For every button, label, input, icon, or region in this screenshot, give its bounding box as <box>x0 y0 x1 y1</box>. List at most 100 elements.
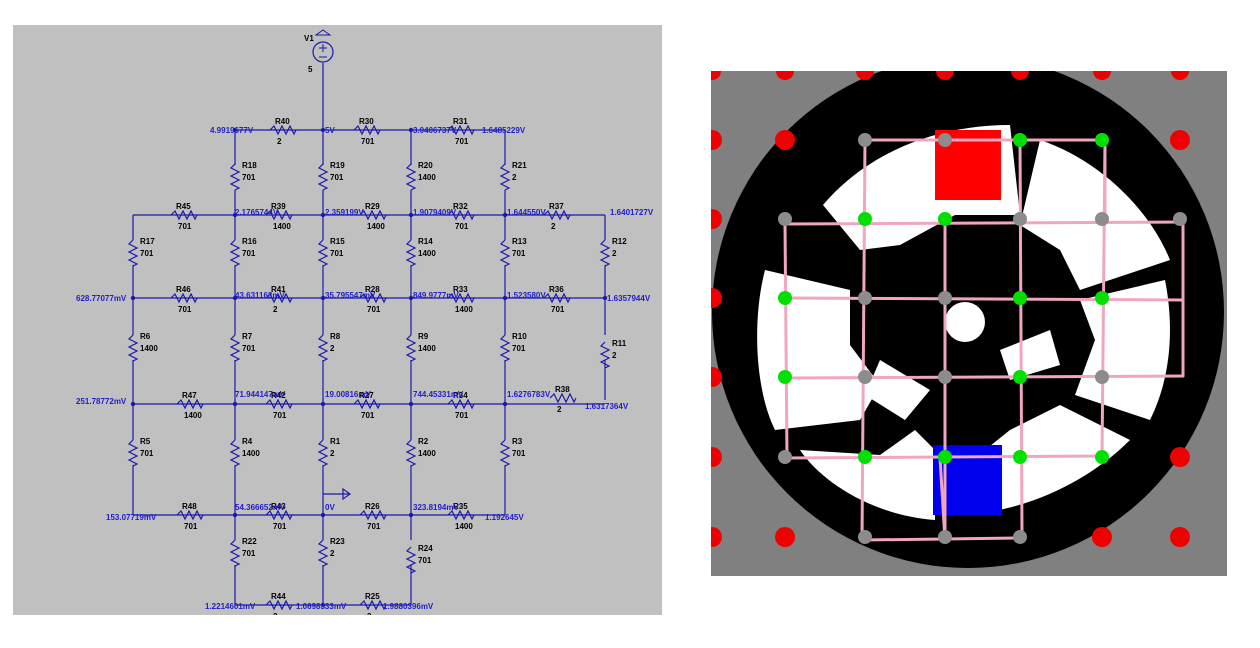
resistor-value: 701 <box>273 411 287 420</box>
resistor-value: 1400 <box>418 344 436 353</box>
grid-node-red <box>1170 447 1190 467</box>
resistor-value: 701 <box>273 522 287 531</box>
resistor-layer: R402R30701R31701R18701R19701R201400R212R… <box>127 117 627 615</box>
resistor-name: R29 <box>365 202 380 211</box>
resistor-value: 1400 <box>418 249 436 258</box>
resistor-name: R32 <box>453 202 468 211</box>
grid-node-gray <box>778 450 792 464</box>
resistor-name: R9 <box>418 332 429 341</box>
resistor-value: 2 <box>367 612 372 615</box>
resistor-r39: R39 1400 <box>265 202 293 231</box>
resistor-value: 701 <box>242 249 256 258</box>
resistor-symbol-icon <box>229 334 241 362</box>
resistor-value: 1400 <box>418 449 436 458</box>
resistor-name: R1 <box>330 437 341 446</box>
resistor-r20: R20 1400 <box>405 161 436 191</box>
resistor-name: R40 <box>275 117 290 126</box>
resistor-r1: R12 <box>317 437 341 467</box>
resistor-r2: R2 1400 <box>405 437 436 467</box>
node-voltage-labels: 4.9919677V 5V 3.0406737V 1.6485229V 2.176574… <box>76 126 654 611</box>
resistor-symbol-icon <box>317 539 329 567</box>
resistor-symbol-icon <box>317 334 329 362</box>
resistor-value: 701 <box>242 549 256 558</box>
resistor-name: R8 <box>330 332 341 341</box>
resistor-value: 1400 <box>140 344 158 353</box>
resistor-symbol-icon <box>405 239 417 267</box>
grid-node-green <box>1095 133 1109 147</box>
resistor-symbol-icon <box>359 509 387 521</box>
resistor-name: R31 <box>453 117 468 126</box>
resistor-value: 701 <box>242 344 256 353</box>
node-voltage-label: 251.78772mV <box>76 397 127 406</box>
wire-junction <box>408 512 414 518</box>
disc-white-blade <box>1000 330 1060 380</box>
node-voltage-label: 54.366652mV <box>235 503 286 512</box>
wire-junction <box>320 127 326 133</box>
wire-junction <box>408 295 414 301</box>
resistor-symbol-icon <box>543 292 571 304</box>
resistor-symbol-icon <box>269 124 297 136</box>
resistor-name: R20 <box>418 161 433 170</box>
wire-junction <box>232 401 238 407</box>
node-voltage-label: 1.6357944V <box>607 294 651 303</box>
node-voltage-label: 1.6401727V <box>610 208 654 217</box>
resistor-r36: R36 701 <box>543 285 571 314</box>
grid-line <box>783 296 1185 302</box>
grid-node-gray <box>1173 212 1187 226</box>
node-voltage-label: 1.6276783V <box>507 390 551 399</box>
resistor-symbol-icon <box>353 398 381 410</box>
grid-node-gray <box>778 212 792 226</box>
resistor-symbol-icon <box>405 439 417 467</box>
resistor-name: R34 <box>453 391 468 400</box>
grid-node-red <box>1170 527 1190 547</box>
grid-node-gray <box>938 133 952 147</box>
resistor-r47: R47 1400 <box>176 391 204 420</box>
grid-node-green <box>1095 450 1109 464</box>
resistor-symbol-icon <box>265 599 293 611</box>
resistor-symbol-icon <box>405 163 417 191</box>
resistor-symbol-icon <box>317 239 329 267</box>
resistor-name: R4 <box>242 437 253 446</box>
resistor-r41: R41 2 <box>265 285 293 314</box>
resistor-value: 701 <box>367 522 381 531</box>
resistor-symbol-icon <box>176 509 204 521</box>
resistor-name: R11 <box>612 339 627 348</box>
resistor-value: 1400 <box>242 449 260 458</box>
grid-node-red <box>1011 71 1029 80</box>
resistor-r40: R40 2 <box>269 117 297 146</box>
resistor-symbol-icon <box>229 539 241 567</box>
node-voltage-label: 1.6485229V <box>482 126 526 135</box>
grid-node-red <box>775 130 795 150</box>
node-voltage-label: 71.944147mV <box>235 390 286 399</box>
resistor-value: 701 <box>178 305 192 314</box>
node-voltage-label: 628.77077mV <box>76 294 127 303</box>
wire-junction <box>232 127 238 133</box>
source-value: 5 <box>308 65 313 74</box>
resistor-symbol-icon <box>447 124 475 136</box>
grid-node-gray <box>1095 212 1109 226</box>
resistor-symbol-icon <box>447 209 475 221</box>
resistor-value: 701 <box>140 449 154 458</box>
resistor-r46: R46 701 <box>170 285 198 314</box>
resistor-name: R48 <box>182 502 197 511</box>
resistor-symbol-icon <box>599 341 611 369</box>
wire-junction <box>602 295 608 301</box>
grid-node-red <box>1092 527 1112 547</box>
wire-layer <box>130 63 608 608</box>
wire-junction <box>130 401 136 407</box>
resistor-r38: R38 2 <box>549 385 577 414</box>
resistor-value: 2 <box>330 549 335 558</box>
resistor-name: R42 <box>271 391 286 400</box>
resistor-value: 1400 <box>367 222 385 231</box>
node-voltage-label: 1.9079409V <box>413 208 457 217</box>
resistor-name: R38 <box>555 385 570 394</box>
node-voltage-label: 153.07719mV <box>106 513 157 522</box>
